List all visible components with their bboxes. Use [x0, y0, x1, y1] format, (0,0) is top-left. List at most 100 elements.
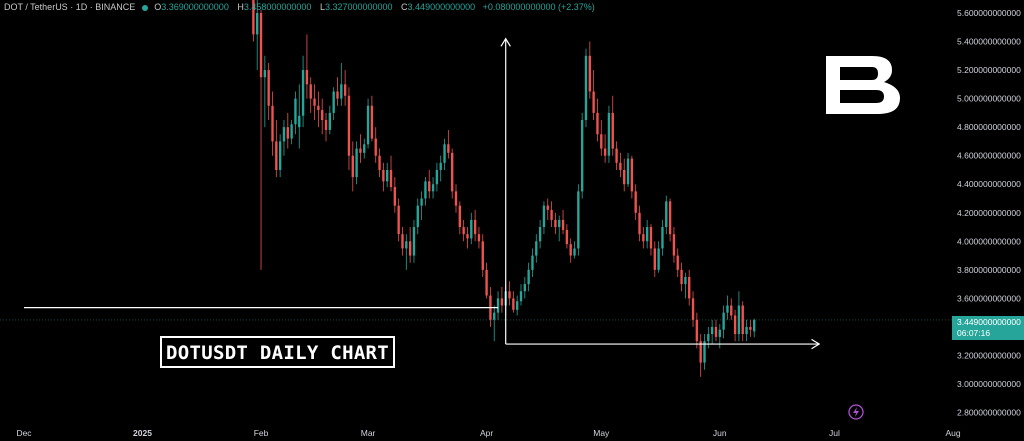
symbol-label[interactable]: DOT / TetherUS · 1D · BINANCE: [4, 2, 136, 12]
y-tick-label: 4.800000000000: [957, 122, 1021, 132]
candle: [691, 291, 695, 327]
candle: [603, 134, 607, 163]
candle-body: [718, 329, 721, 337]
candle: [317, 91, 320, 128]
candle-body: [301, 70, 305, 116]
candle: [454, 184, 458, 213]
candle-body: [493, 312, 496, 320]
candle-body: [668, 201, 672, 235]
candle-countdown: 06:07:16: [957, 328, 991, 338]
x-tick-label: 2025: [133, 428, 152, 438]
candle-body: [473, 219, 477, 235]
candle: [584, 48, 588, 128]
candle: [428, 169, 431, 199]
y-tick-label: 5.400000000000: [957, 37, 1021, 47]
candle: [359, 134, 362, 163]
candle-body: [340, 84, 343, 99]
candle-body: [386, 169, 389, 182]
candle-body: [374, 138, 377, 156]
candle-body: [347, 95, 351, 156]
candle-body: [730, 305, 733, 316]
candle: [626, 152, 630, 188]
candle-body: [370, 105, 374, 139]
y-tick-label: 5.600000000000: [957, 8, 1021, 18]
candle-body: [259, 13, 263, 78]
candle-body: [428, 181, 431, 192]
candle: [596, 98, 599, 142]
candle-body: [256, 13, 259, 35]
candle-body: [519, 291, 523, 302]
candle: [378, 148, 381, 178]
x-tick-label: Feb: [254, 428, 269, 438]
candle-body: [481, 241, 484, 270]
candle: [531, 248, 534, 277]
candle-body: [405, 241, 408, 249]
measure-arrow: [505, 338, 821, 350]
candle-body: [565, 229, 569, 245]
candle: [485, 262, 488, 299]
candle: [680, 262, 683, 292]
candle: [286, 112, 289, 149]
candle: [554, 212, 557, 235]
candle: [500, 286, 504, 313]
candle: [653, 241, 656, 277]
candle: [561, 209, 565, 235]
candle-body: [691, 298, 695, 320]
candle-body: [401, 234, 404, 249]
candle-body: [695, 319, 699, 342]
candle-body: [263, 70, 267, 78]
candle-body: [550, 209, 553, 220]
y-tick-label: 4.400000000000: [957, 179, 1021, 189]
candle-body: [661, 227, 664, 249]
candle-body: [431, 184, 435, 192]
candle-body: [603, 148, 607, 156]
high-label: H: [237, 2, 244, 12]
x-tick-label: Jul: [829, 428, 840, 438]
candle: [523, 276, 527, 299]
candle-body: [749, 326, 752, 330]
candle-body: [500, 298, 504, 306]
candle-body: [389, 169, 393, 188]
candle-body: [554, 219, 557, 228]
candle-body: [278, 141, 282, 170]
candle-body: [397, 205, 400, 235]
candle: [355, 141, 358, 185]
candle: [707, 326, 710, 349]
candle-body: [477, 234, 481, 242]
candle: [290, 120, 293, 145]
candle: [351, 141, 354, 192]
candle-body: [596, 112, 599, 135]
candle-body: [626, 158, 630, 185]
candle: [546, 198, 549, 220]
candle: [623, 158, 626, 192]
candle: [565, 224, 569, 249]
chart-annotation-label: DOTUSDT DAILY CHART: [160, 336, 396, 368]
candle: [424, 177, 427, 206]
candle: [642, 227, 645, 249]
candle: [737, 291, 741, 342]
candle-body: [600, 134, 603, 149]
candle: [271, 91, 274, 156]
candle: [714, 319, 718, 342]
candle-body: [665, 201, 668, 228]
candle-body: [324, 120, 328, 131]
candle: [462, 219, 465, 242]
candle: [753, 318, 756, 338]
candle: [699, 334, 702, 377]
candle: [588, 41, 591, 99]
candle-body: [275, 141, 278, 170]
candle-body: [443, 144, 446, 163]
candle: [416, 198, 419, 235]
candle: [668, 198, 672, 242]
candle-body: [558, 219, 561, 228]
candle: [405, 234, 408, 270]
candle-body: [630, 158, 634, 192]
candle-body: [523, 284, 527, 292]
lightning-icon[interactable]: [848, 404, 864, 420]
candle: [473, 209, 477, 242]
candle-body: [305, 70, 309, 85]
candle-body: [271, 105, 274, 142]
y-tick-label: 3.000000000000: [957, 379, 1021, 389]
candle: [447, 130, 450, 159]
